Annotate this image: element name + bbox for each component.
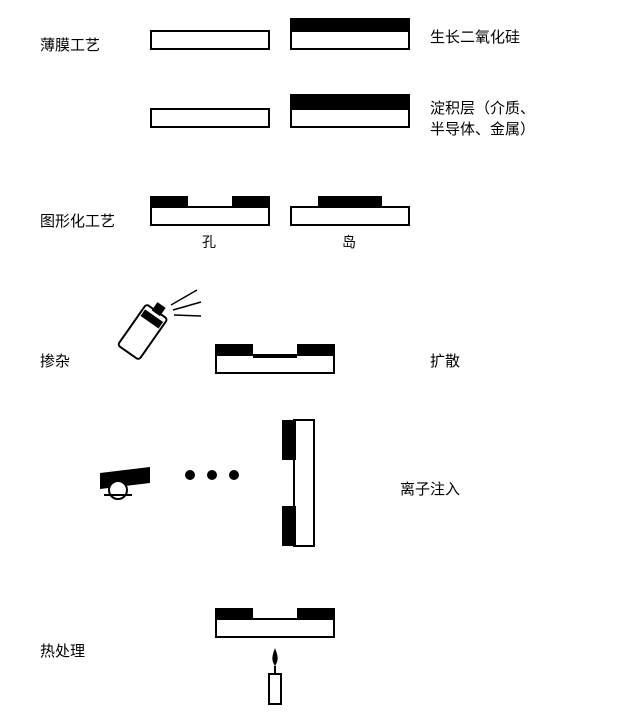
wafer-island (290, 206, 410, 226)
label-thin-film: 薄膜工艺 (40, 34, 100, 55)
wafer-plain-2 (150, 108, 270, 128)
wafer-plain-1 (150, 30, 270, 50)
label-heat: 热处理 (40, 640, 85, 661)
wafer-hole (150, 206, 270, 226)
diagram-canvas: 薄膜工艺 生长二氧化硅 淀积层（介质、 半导体、金属） 图形化工艺 孔 岛 掺杂… (0, 0, 636, 726)
label-grow-sio2: 生长二氧化硅 (430, 26, 520, 47)
label-deposition: 淀积层（介质、 半导体、金属） (430, 98, 535, 140)
label-ion-implant: 离子注入 (400, 478, 460, 499)
label-doping: 掺杂 (40, 350, 70, 371)
label-patterning: 图形化工艺 (40, 210, 115, 231)
diff-surface-line (253, 356, 297, 358)
wafer-heat (215, 618, 335, 638)
sublabel-island: 岛 (342, 232, 356, 252)
label-diffusion: 扩散 (430, 350, 460, 371)
flame-icon (262, 646, 288, 706)
wafer-implant-vertical (280, 418, 320, 548)
ion-beam-icon (180, 465, 260, 485)
spray-can-icon (115, 280, 205, 370)
wafer-with-deposit (290, 108, 410, 128)
cannon-icon (90, 455, 180, 505)
sublabel-hole: 孔 (202, 232, 216, 252)
wafer-with-sio2 (290, 30, 410, 50)
